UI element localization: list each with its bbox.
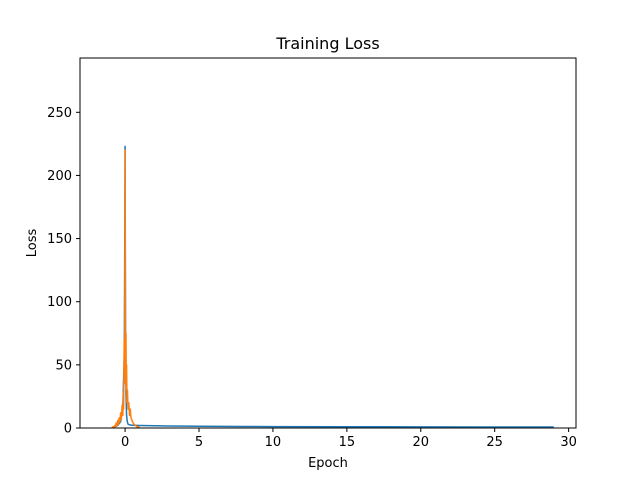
x-tick-label: 10: [265, 435, 282, 450]
y-tick-label: 0: [64, 422, 72, 437]
x-tick-label: 25: [486, 435, 503, 450]
chart-title: Training Loss: [275, 34, 379, 53]
plot-frame: [79, 57, 577, 429]
x-axis-ticks: 0 5 10 15 20 25 30: [121, 428, 577, 450]
y-axis-label: Loss: [25, 229, 40, 258]
x-tick-label: 20: [412, 435, 429, 450]
x-tick-label: 5: [195, 435, 203, 450]
y-axis-ticks: 0 50 100 150 200 250: [47, 106, 80, 437]
y-tick-label: 200: [47, 169, 72, 184]
x-tick-label: 30: [560, 435, 577, 450]
x-tick-label: 0: [121, 435, 129, 450]
y-tick-label: 250: [47, 106, 72, 121]
x-tick-label: 15: [339, 435, 356, 450]
series-line-2: [111, 149, 141, 429]
x-axis-label: Epoch: [308, 456, 348, 471]
y-tick-label: 150: [47, 232, 72, 247]
y-tick-label: 100: [47, 295, 72, 310]
series-layer: [111, 145, 554, 429]
plot-area: [80, 58, 576, 428]
y-tick-label: 50: [55, 358, 72, 373]
